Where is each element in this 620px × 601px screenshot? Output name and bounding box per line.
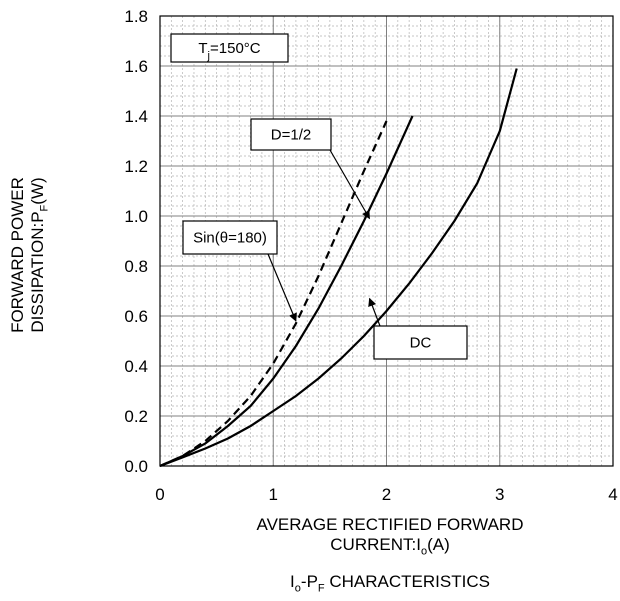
x-axis-title-line2: CURRENT:I [330,535,421,554]
series-line-0 [159,120,388,468]
annotation-arrow [267,253,297,322]
y-tick-label: 0.8 [124,257,148,276]
x-axis-title-line1: AVERAGE RECTIFIED FORWARD [256,515,524,534]
y-axis-title-line1: FORWARD POWER [8,177,27,333]
series-line-1 [159,115,414,468]
y-tick-label: 1.2 [124,157,148,176]
x-axis-title-sub: o [420,545,428,558]
x-axis-title: AVERAGE RECTIFIED FORWARD CURRENT:Io(A) [180,515,600,561]
x-tick-label: 0 [155,485,164,504]
annotation-box [250,118,332,151]
y-tick-label: 1.4 [124,107,148,126]
annotation-box [182,220,278,255]
y-tick-label: 0.4 [124,357,148,376]
y-axis-title-tail: (W) [28,177,47,205]
y-tick-label: 0.2 [124,407,148,426]
x-tick-label: 1 [269,485,278,504]
annotation-arrow [368,297,381,327]
x-tick-label: 4 [608,485,617,504]
y-tick-label: 0.0 [124,457,148,476]
annotation-label: Sin(θ=180) [193,230,267,247]
annotation-label: Tj=150°C [198,40,260,62]
annotation-label: DC [410,335,432,352]
y-axis-title: FORWARD POWER DISSIPATION:PF(W) [8,135,52,375]
y-tick-label: 1.0 [124,207,148,226]
y-tick-label: 0.6 [124,307,148,326]
plot-frame [159,15,614,467]
chart-title-a: I [290,572,295,591]
chart-title-a-sub: o [294,582,301,595]
annotation-box [170,33,289,63]
chart-title-b-sub: F [317,582,325,595]
annotation-box [373,325,468,360]
y-axis-title-sub: F [38,204,51,212]
chart-title-b: -P [300,572,318,591]
y-tick-label: 1.8 [124,7,148,26]
y-axis-title-line2: DISSIPATION:P [28,211,47,333]
series-line-2 [159,68,518,468]
x-tick-label: 3 [495,485,504,504]
chart-title-c: CHARACTERISTICS [324,572,490,591]
chart-title: Io-PF CHARACTERISTICS [180,572,600,598]
x-axis-title-tail: (A) [427,535,450,554]
annotation-arrow [329,149,371,220]
y-tick-label: 1.6 [124,57,148,76]
x-tick-label: 2 [382,485,391,504]
annotation-label: D=1/2 [271,127,311,144]
